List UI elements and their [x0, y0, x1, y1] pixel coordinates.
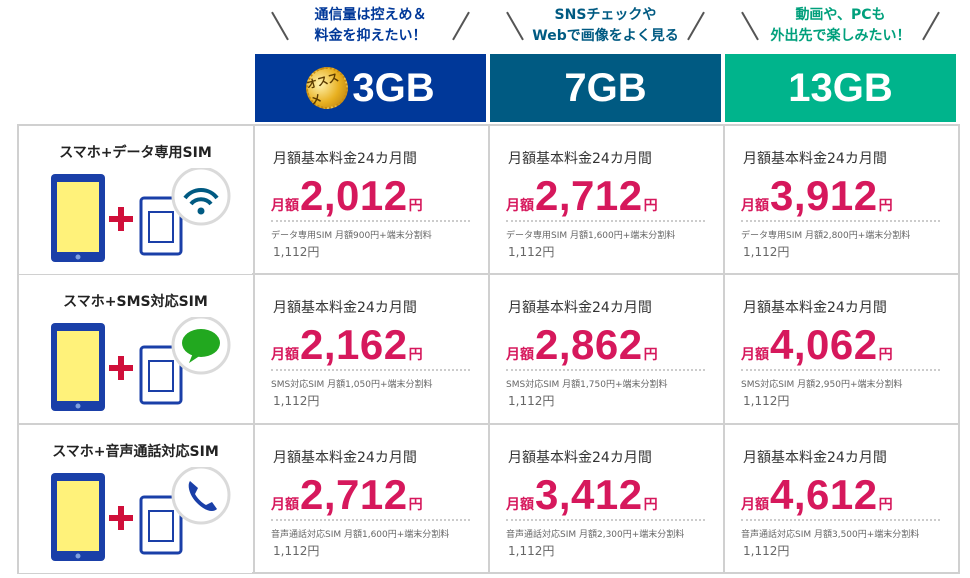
price-cell: 月額基本料金24カ月間 月額 4,062 円 SMS対応SIM 月額2,950円+端…	[723, 275, 954, 423]
monthly-price: 月額 4,612 円	[741, 471, 893, 518]
monthly-price: 月額 2,012 円	[271, 172, 423, 219]
price-cell: 月額基本料金24カ月間 月額 2,712 円 音声通話対応SIM 月額1,600円+…	[253, 425, 484, 573]
price-cell: 月額基本料金24カ月間 月額 4,612 円 音声通話対応SIM 月額3,500円+…	[723, 425, 954, 573]
monthly-price: 月額 3,412 円	[506, 471, 658, 518]
tagline-13gb: 動画や、PCも 外出先で楽しみたい！	[725, 2, 956, 50]
row-divider	[19, 423, 958, 425]
row-label-data-sim: スマホ+データ専用SIM	[19, 126, 252, 274]
phone-plus-sim-wifi-icon	[51, 168, 231, 262]
row-divider	[19, 273, 958, 275]
phone-plus-sim-chat-icon	[51, 317, 231, 411]
monthly-price: 月額 4,062 円	[741, 321, 893, 368]
price-cell: 月額基本料金24カ月間 月額 2,012 円 データ専用SIM 月額900円+端末分…	[253, 126, 484, 274]
plan-header-7gb: 7GB	[490, 54, 721, 122]
monthly-price: 月額 2,862 円	[506, 321, 658, 368]
row-label-sms-sim: スマホ+SMS対応SIM	[19, 275, 252, 423]
monthly-price: 月額 2,712 円	[271, 471, 423, 518]
price-cell: 月額基本料金24カ月間 月額 3,912 円 データ専用SIM 月額2,800円+端…	[723, 126, 954, 274]
price-cell: 月額基本料金24カ月間 月額 2,862 円 SMS対応SIM 月額1,750円+端…	[488, 275, 719, 423]
monthly-price: 月額 3,912 円	[741, 172, 893, 219]
tagline-3gb: 通信量は控えめ＆ 料金を抑えたい！	[255, 2, 486, 50]
plan-name: 13GB	[788, 65, 893, 110]
plan-header-13gb: 13GB	[725, 54, 956, 122]
price-cell: 月額基本料金24カ月間 月額 2,162 円 SMS対応SIM 月額1,050円+端…	[253, 275, 484, 423]
price-cell: 月額基本料金24カ月間 月額 2,712 円 データ専用SIM 月額1,600円+端…	[488, 126, 719, 274]
row-label-voice-sim: スマホ+音声通話対応SIM	[19, 425, 252, 573]
price-table	[17, 124, 960, 574]
plan-name: 7GB	[564, 65, 647, 110]
recommend-badge-icon: オススメ	[301, 62, 354, 114]
monthly-price: 月額 2,712 円	[506, 172, 658, 219]
plan-header-3gb: オススメ 3GB	[255, 54, 486, 122]
phone-plus-sim-phone-icon	[51, 467, 231, 561]
plan-name: 3GB	[352, 65, 435, 110]
price-cell: 月額基本料金24カ月間 月額 3,412 円 音声通話対応SIM 月額2,300円+…	[488, 425, 719, 573]
tagline-7gb: SNSチェックや Webで画像をよく見る	[490, 2, 721, 50]
monthly-price: 月額 2,162 円	[271, 321, 423, 368]
